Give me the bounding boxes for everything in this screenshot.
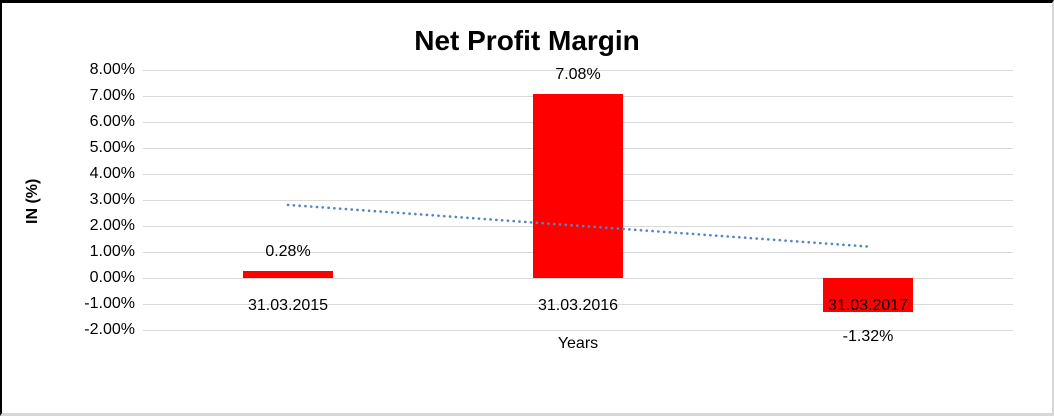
trendline — [286, 203, 870, 248]
gridline — [143, 304, 1013, 305]
gridline — [143, 70, 1013, 71]
bar-31.03.2017 — [823, 278, 913, 313]
y-axis-tick-label: 5.00% — [89, 139, 135, 156]
x-axis-title: Years — [557, 335, 599, 352]
y-axis-tick-label: 2.00% — [89, 217, 135, 234]
plot-area: 0.28% 31.03.2015 7.08% 31.03.2016 -1.32% 31.0… — [143, 66, 1013, 345]
bar-31.03.2015 — [243, 270, 333, 278]
gridline — [143, 330, 1013, 331]
bar-value-label: -1.32% — [842, 328, 894, 346]
y-axis-tick-label: 0.00% — [89, 269, 135, 286]
x-axis-category-label: 31.03.2015 — [247, 297, 329, 314]
x-axis-category-label: 31.03.2016 — [537, 297, 619, 314]
y-axis-tick-label: 8.00% — [89, 61, 135, 78]
y-axis-tick-label: -1.00% — [84, 295, 135, 312]
y-axis-tick-label: 1.00% — [89, 243, 135, 260]
chart-title: Net Profit Margin — [414, 25, 640, 56]
y-axis-tick-label: 4.00% — [89, 165, 135, 182]
y-axis-tick-label: -2.00% — [84, 321, 135, 338]
bar-value-label: 0.28% — [265, 242, 311, 260]
y-axis-tick-label: 6.00% — [89, 113, 135, 130]
y-axis-tick-label: 3.00% — [89, 191, 135, 208]
gridline — [143, 278, 1013, 279]
bar-31.03.2016 — [533, 93, 623, 278]
bar-value-label: 7.08% — [555, 65, 601, 83]
y-axis-tick-label: 7.00% — [89, 87, 135, 104]
x-axis-category-label: 31.03.2017 — [827, 297, 909, 314]
